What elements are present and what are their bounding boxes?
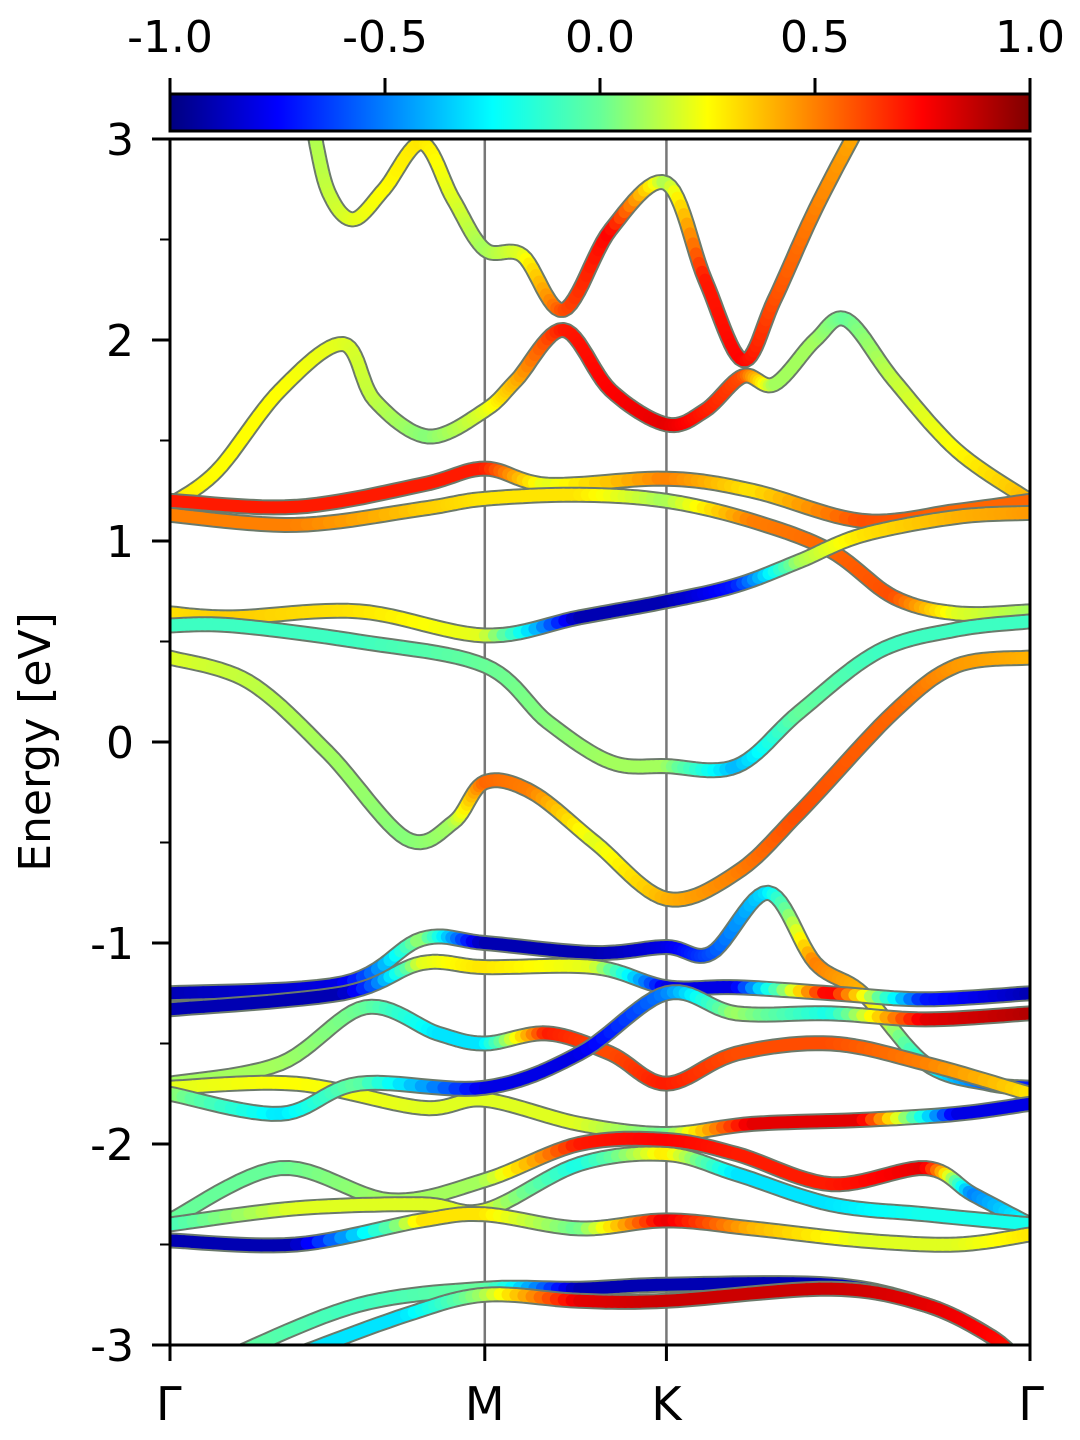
band (170, 984, 1030, 1122)
band-outline (307, 139, 861, 369)
colorbar-ticks: -1.0 -0.5 0.0 0.5 1.0 (127, 12, 1065, 94)
band-segment (1013, 1354, 1014, 1355)
colorbar-bar (168, 92, 1032, 133)
band-segment (1002, 1342, 1012, 1345)
band-segment (998, 1344, 1005, 1345)
band-segment (999, 1340, 1012, 1345)
band (170, 998, 1030, 1102)
band (170, 953, 1030, 1018)
colorbar: -1.0 -0.5 0.0 0.5 1.0 (127, 12, 1065, 133)
kpoint-label: Γ (156, 1377, 182, 1431)
y-tick-label: -1 (90, 919, 134, 970)
band-segment (996, 1342, 1006, 1345)
colorbar-tick-label: 0.5 (780, 12, 850, 63)
colorbar-tick-label: -0.5 (342, 12, 428, 63)
band (170, 649, 1030, 908)
kpoint-label: M (465, 1377, 505, 1431)
band-segment (1003, 1353, 1004, 1354)
colorbar-tick-label: 1.0 (995, 12, 1065, 63)
band (170, 1145, 1030, 1233)
y-tick-label: 0 (106, 718, 134, 769)
band (296, 1280, 1015, 1355)
band (307, 139, 861, 369)
y-tick-label: 3 (106, 115, 134, 166)
y-axis-label: Energy [eV] (10, 612, 61, 872)
band-segment (1010, 1352, 1011, 1353)
band (170, 613, 1030, 779)
band-outline (170, 649, 1030, 908)
kpoint-label: Γ (1018, 1377, 1044, 1431)
band-segment (844, 139, 859, 149)
plot-area: 3 2 1 0 -1 -2 -3 Γ M K Γ (90, 115, 1044, 1431)
band-segment (296, 1353, 301, 1355)
band-segment (994, 1340, 1007, 1345)
band-segment (305, 1341, 322, 1345)
colorbar-tick-label: 0.0 (565, 12, 635, 63)
band-segment (233, 1353, 239, 1356)
colorbar-tick-label: -1.0 (127, 12, 213, 63)
y-tick-label: 1 (106, 517, 134, 568)
band-segment (1005, 1344, 1012, 1345)
y-tick-label: -2 (90, 1120, 134, 1171)
band (170, 504, 1030, 644)
kpoint-label: K (651, 1377, 683, 1431)
bands (170, 139, 1030, 1356)
band (170, 1206, 1030, 1254)
band-segment (241, 1343, 251, 1345)
band-segment (1011, 1353, 1012, 1354)
band (170, 310, 1030, 513)
y-axis: 3 2 1 0 -1 -2 -3 (90, 115, 170, 1372)
band-segment (305, 1344, 311, 1345)
y-tick-label: -3 (90, 1321, 134, 1372)
band-segment (1004, 1354, 1005, 1355)
band-segment (1003, 1352, 1004, 1353)
y-tick-label: 2 (106, 316, 134, 367)
